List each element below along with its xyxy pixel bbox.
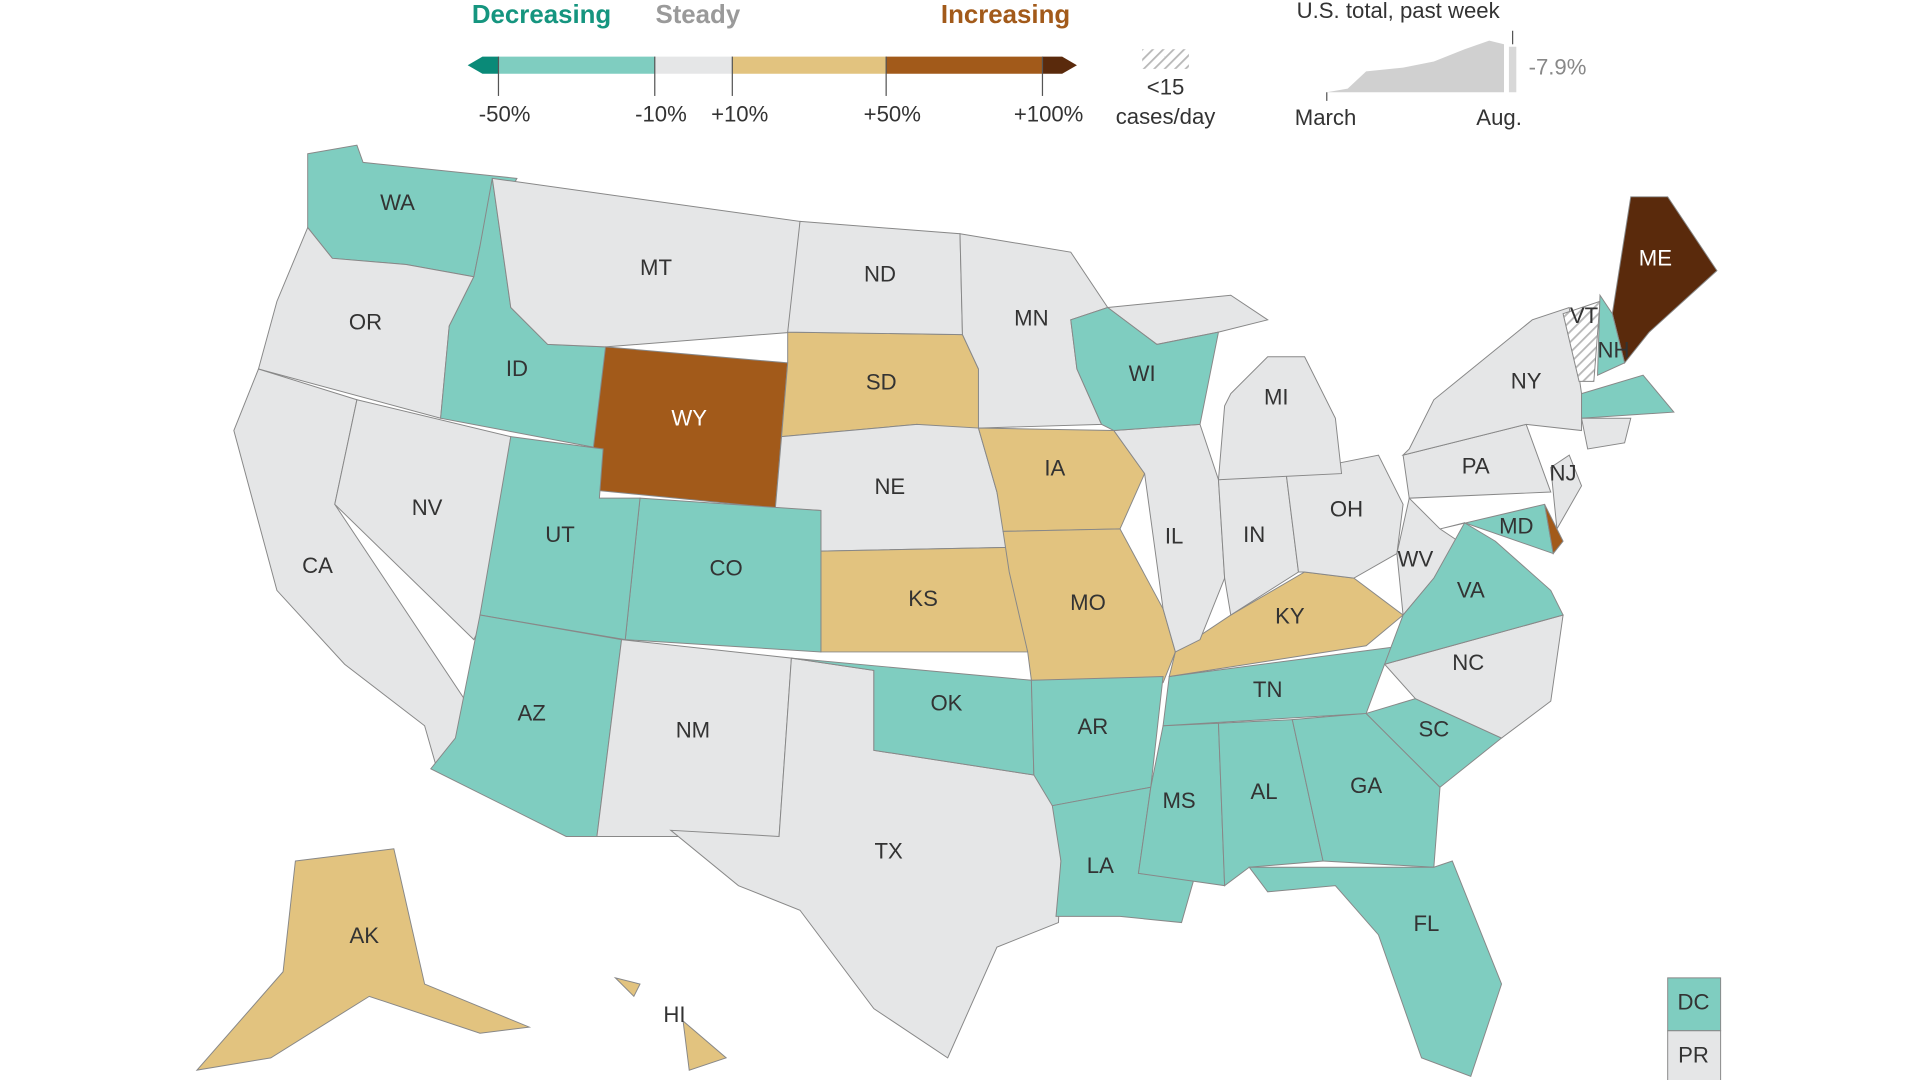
state-label: NJ xyxy=(1550,461,1577,486)
state-label: NM xyxy=(676,718,710,743)
state xyxy=(1667,1030,1722,1080)
legend-bin xyxy=(886,56,1043,74)
state-label: AZ xyxy=(518,701,546,726)
sparkline: U.S. total, past week March Aug. -7.9% xyxy=(1295,0,1587,130)
state-label: LA xyxy=(1087,853,1114,878)
state-label: AK xyxy=(350,923,380,948)
state xyxy=(1070,306,1220,432)
spark-title: U.S. total, past week xyxy=(1297,0,1501,23)
legend-bin xyxy=(1042,56,1077,74)
state-label: ND xyxy=(864,261,896,286)
state xyxy=(791,657,1035,776)
state-label: PR xyxy=(1678,1042,1709,1067)
states: WA OR CA NV ID MT WY SD ND MN NE KS IA MO CO UT AZ NM TX OK… xyxy=(195,144,1722,1080)
legend-bin xyxy=(732,56,887,74)
state-label: PA xyxy=(1462,453,1490,478)
state-label: CO xyxy=(710,555,743,580)
state xyxy=(613,976,728,1071)
state xyxy=(1030,676,1164,807)
state-label: UT xyxy=(545,522,575,547)
state xyxy=(1383,614,1564,739)
state-label: ME xyxy=(1639,245,1672,270)
state-label: KY xyxy=(1275,603,1305,628)
legend-bin xyxy=(498,56,655,74)
state xyxy=(1544,504,1564,555)
state-label: AL xyxy=(1250,779,1277,804)
state-label: GA xyxy=(1350,773,1382,798)
legend-tick-label: -10% xyxy=(635,101,687,126)
state-label: AR xyxy=(1078,714,1109,739)
state-label: WY xyxy=(671,405,707,430)
state-label: IN xyxy=(1243,522,1265,547)
state-label: ID xyxy=(506,356,528,381)
state-label: OR xyxy=(349,309,382,334)
spark-week xyxy=(1508,46,1517,93)
state-label: OK xyxy=(930,691,962,716)
spark-change: -7.9% xyxy=(1529,55,1587,80)
legend: Decreasing Steady Increasing <15 cases/d… xyxy=(467,1,1217,129)
state xyxy=(1383,522,1564,665)
state-label: TN xyxy=(1253,677,1283,702)
state xyxy=(1002,528,1176,684)
state-label: MT xyxy=(640,255,672,280)
state-label: VA xyxy=(1457,578,1485,603)
legend-tick-label: -50% xyxy=(479,101,531,126)
state-label: MS xyxy=(1162,788,1195,813)
state xyxy=(1580,417,1632,450)
state-label: NY xyxy=(1511,368,1542,393)
state-label: KS xyxy=(908,586,938,611)
state-label: FL xyxy=(1414,911,1440,936)
state-label: WA xyxy=(380,190,415,215)
state xyxy=(1550,454,1583,531)
state-label: TX xyxy=(874,838,903,863)
legend-tick-label: +10% xyxy=(711,101,768,126)
state xyxy=(1285,454,1404,579)
state-label: NE xyxy=(874,474,905,499)
state xyxy=(1168,571,1404,678)
state-label: NH xyxy=(1598,338,1630,363)
state-label: NV xyxy=(412,495,443,520)
spark-area xyxy=(1326,40,1504,93)
legend-header: Increasing xyxy=(941,1,1070,29)
legend-tick-label: +50% xyxy=(864,101,921,126)
low-swatch xyxy=(1142,49,1189,69)
state xyxy=(1597,293,1626,376)
state-label: SC xyxy=(1418,717,1449,742)
state-label: IL xyxy=(1165,523,1183,548)
low-label: cases/day xyxy=(1116,104,1217,129)
state xyxy=(195,848,532,1071)
state-label: VT xyxy=(1570,303,1598,328)
state-label: MD xyxy=(1499,514,1533,539)
spark-end: Aug. xyxy=(1476,105,1522,130)
state-label: WI xyxy=(1129,361,1156,386)
state-label: HI xyxy=(663,1002,685,1027)
state xyxy=(1162,645,1405,727)
legend-tick-label: +100% xyxy=(1014,101,1084,126)
legend-header: Steady xyxy=(655,1,740,29)
state-label: MI xyxy=(1264,384,1289,409)
state-label: MO xyxy=(1070,590,1106,615)
state-label: OH xyxy=(1330,496,1363,521)
state xyxy=(1137,722,1226,887)
state xyxy=(1581,374,1675,419)
legend-bin xyxy=(654,56,733,74)
legend-header: Decreasing xyxy=(472,1,611,29)
spark-start: March xyxy=(1295,105,1357,130)
state-label: CA xyxy=(302,553,333,578)
state xyxy=(1562,300,1601,382)
low-label: <15 xyxy=(1147,74,1185,99)
state-label: MN xyxy=(1014,306,1048,331)
state-label: WV xyxy=(1398,547,1434,572)
state-label: IA xyxy=(1044,456,1065,481)
state xyxy=(1401,306,1583,457)
state xyxy=(1248,860,1503,1077)
state-label: SD xyxy=(866,370,897,395)
state-label: DC xyxy=(1678,990,1710,1015)
state xyxy=(430,614,623,837)
state xyxy=(1112,423,1226,653)
state-label: NC xyxy=(1452,650,1484,675)
state xyxy=(1217,719,1324,887)
legend-bin xyxy=(467,56,499,74)
